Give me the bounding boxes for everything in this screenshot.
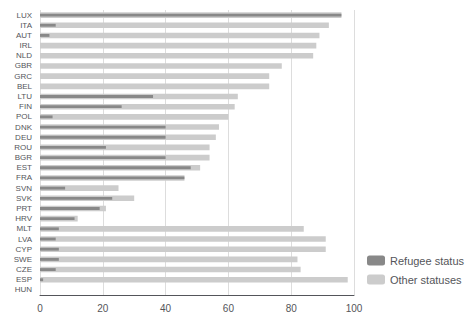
svg-text:GRC: GRC — [14, 72, 32, 81]
svg-text:SWE: SWE — [14, 255, 32, 264]
svg-text:DNK: DNK — [15, 123, 33, 132]
svg-text:SVK: SVK — [16, 194, 33, 203]
svg-text:GBR: GBR — [15, 61, 33, 70]
svg-text:AUT: AUT — [16, 31, 32, 40]
svg-text:100: 100 — [346, 303, 363, 314]
svg-text:BGR: BGR — [15, 153, 33, 162]
svg-text:FRA: FRA — [16, 173, 33, 182]
svg-text:PRT: PRT — [16, 204, 32, 213]
svg-text:CYP: CYP — [16, 245, 32, 254]
svg-text:POL: POL — [16, 112, 33, 121]
svg-text:CZE: CZE — [16, 265, 32, 274]
svg-text:ROU: ROU — [14, 143, 32, 152]
svg-text:40: 40 — [160, 303, 172, 314]
svg-text:IRL: IRL — [20, 41, 33, 50]
svg-text:20: 20 — [97, 303, 109, 314]
svg-text:LTU: LTU — [17, 92, 32, 101]
svg-text:SVN: SVN — [16, 184, 33, 193]
svg-text:DEU: DEU — [15, 133, 32, 142]
svg-text:Other statuses: Other statuses — [390, 274, 462, 286]
svg-text:80: 80 — [286, 303, 298, 314]
svg-text:EST: EST — [16, 163, 32, 172]
svg-text:NLD: NLD — [16, 51, 32, 60]
svg-text:BEL: BEL — [17, 82, 33, 91]
svg-text:0: 0 — [37, 303, 43, 314]
svg-text:HRV: HRV — [15, 214, 32, 223]
svg-text:LVA: LVA — [18, 235, 33, 244]
svg-text:MLT: MLT — [17, 224, 33, 233]
svg-text:ESP: ESP — [16, 275, 32, 284]
svg-text:Refugee status: Refugee status — [390, 255, 464, 267]
svg-text:ITA: ITA — [20, 21, 33, 30]
svg-text:FIN: FIN — [19, 102, 32, 111]
svg-text:60: 60 — [223, 303, 235, 314]
svg-text:HUN: HUN — [15, 285, 33, 294]
svg-text:LUX: LUX — [16, 11, 32, 20]
